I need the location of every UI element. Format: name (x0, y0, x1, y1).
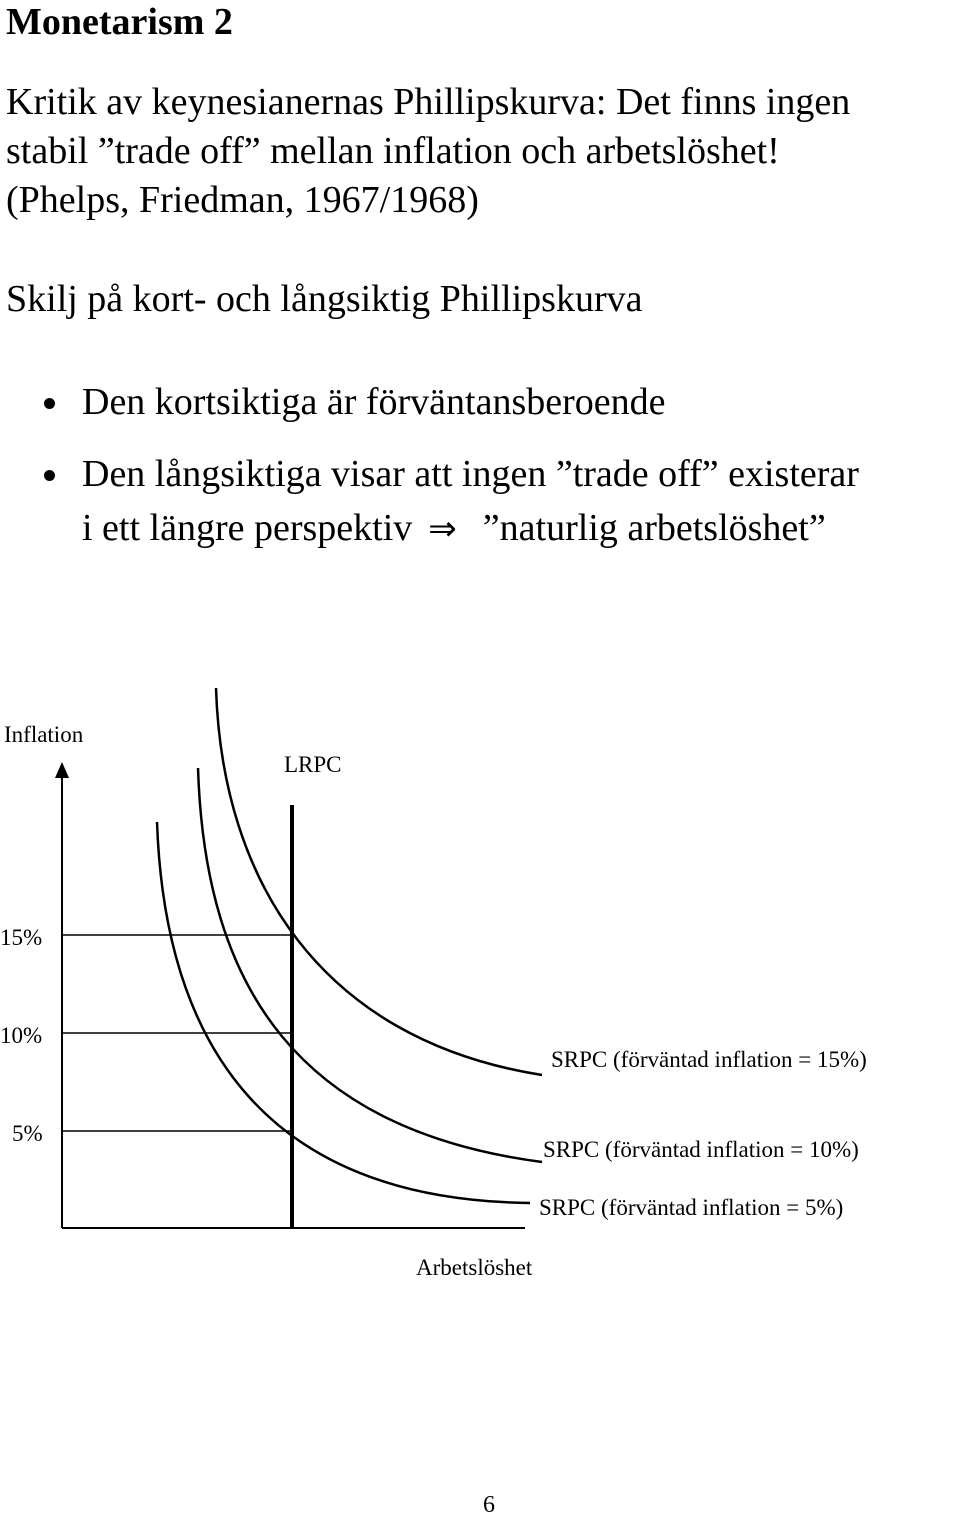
srpc-label: SRPC (förväntad inflation = 15%) (551, 1047, 867, 1072)
bullet-2-end: ”naturlig arbetslöshet” (482, 507, 826, 549)
srpc-curve (214, 687, 543, 1077)
srpc-label: SRPC (förväntad inflation = 10%) (543, 1137, 859, 1162)
ytick-label: 5% (12, 1121, 43, 1146)
bullet-icon (44, 398, 55, 409)
intro-line-2: stabil ”trade off” mellan inflation och … (6, 130, 780, 172)
y-axis-arrow-icon (55, 762, 69, 778)
lrpc-label: LRPC (284, 752, 342, 777)
srpc-curve (155, 821, 531, 1205)
page-title: Monetarism 2 (6, 1, 233, 43)
implies-arrow-icon: ⇒ (428, 509, 457, 549)
subheading: Skilj på kort- och långsiktig Phillipsku… (6, 278, 643, 320)
x-axis-label: Arbetslöshet (416, 1255, 533, 1280)
ytick-label: 10% (0, 1023, 43, 1048)
srpc-label: SRPC (förväntad inflation = 5%) (539, 1195, 844, 1220)
bullet-2-start: i ett längre perspektiv (82, 507, 413, 549)
bullet-icon (44, 470, 55, 481)
srpc-curve (196, 767, 543, 1164)
bullet-2-line-2: i ett längre perspektiv ⇒ ”naturlig arbets… (82, 504, 826, 553)
bullet-1: Den kortsiktiga är förväntansberoende (82, 381, 666, 423)
bullet-2-line-1: Den långsiktiga visar att ingen ”trade o… (82, 453, 859, 495)
page-number: 6 (483, 1492, 495, 1518)
ytick-label: 15% (0, 925, 43, 950)
intro-line-3: (Phelps, Friedman, 1967/1968) (6, 179, 479, 221)
intro-line-1: Kritik av keynesianernas Phillipskurva: … (6, 81, 851, 123)
y-axis-label: Inflation (4, 722, 84, 747)
